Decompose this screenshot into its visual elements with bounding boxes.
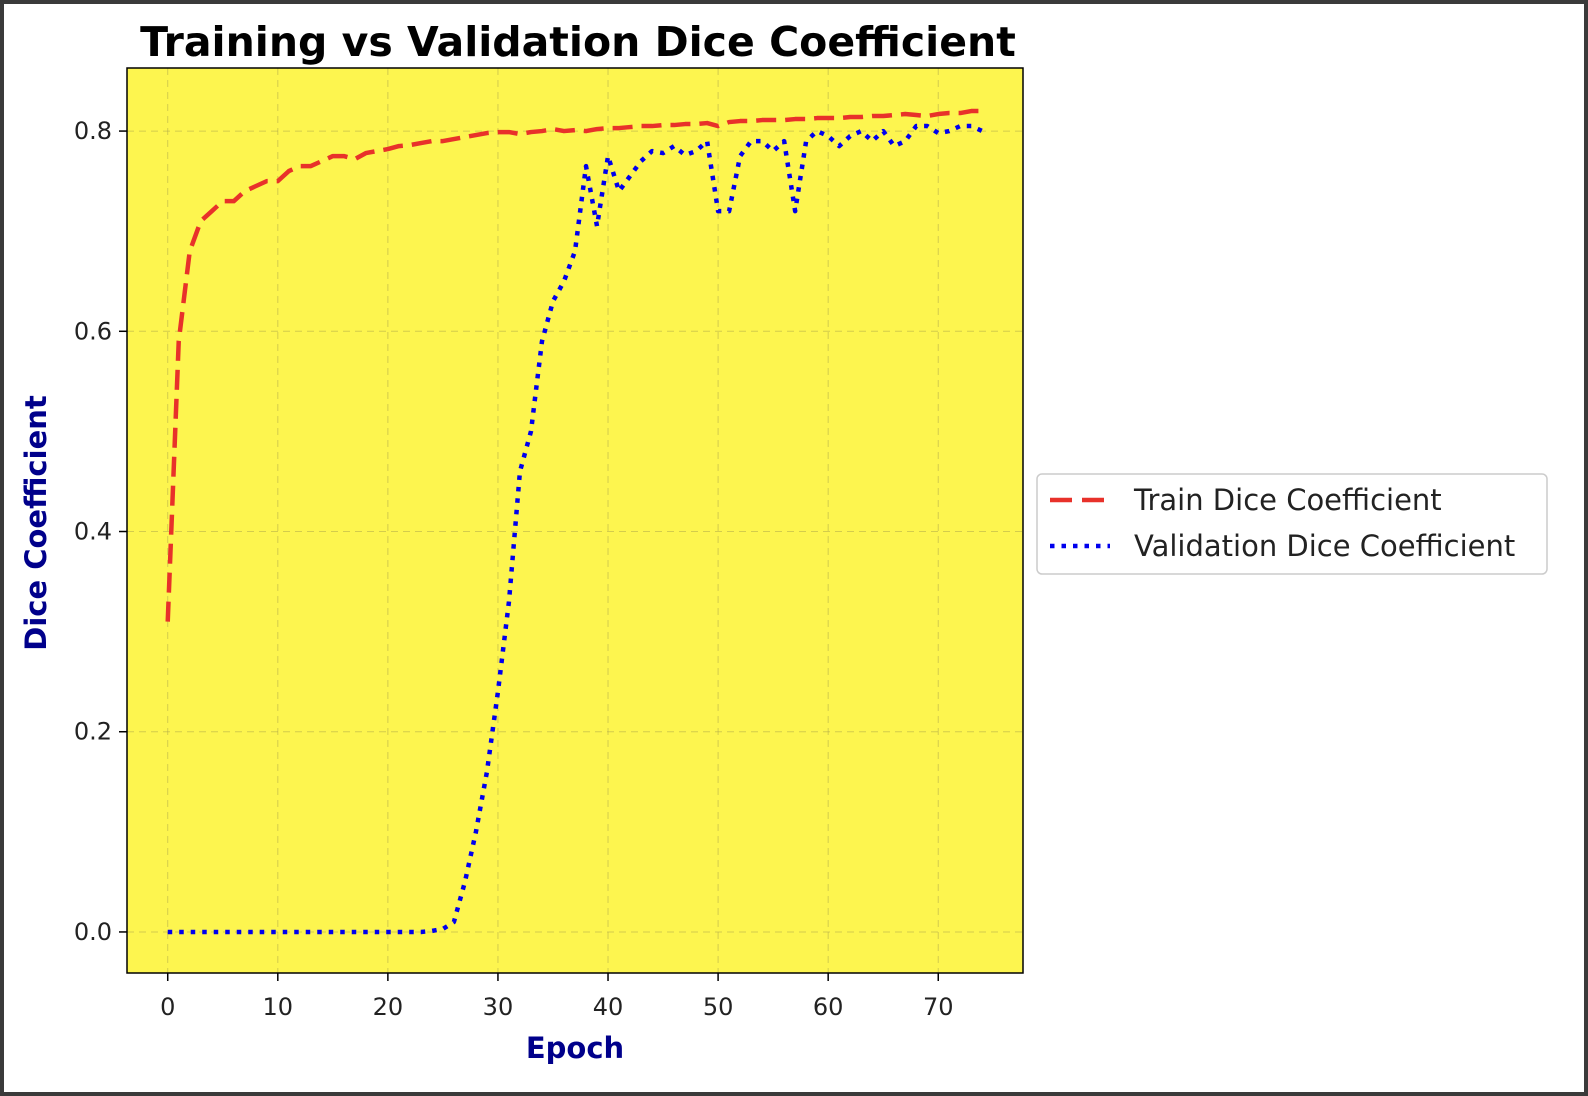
y-axis-label: Dice Coefficient [19, 395, 53, 651]
x-tick-label: 40 [593, 993, 624, 1021]
x-tick-label: 50 [703, 993, 734, 1021]
plot-frame [126, 67, 1024, 974]
x-tick-label: 0 [160, 993, 175, 1021]
x-tick-label: 30 [483, 993, 514, 1021]
legend: Train Dice Coefficient Validation Dice C… [1036, 473, 1548, 575]
chart-canvas: 0 10 20 30 40 50 60 70 0.0 0.2 0.4 0.6 0.8 Training … [19, 18, 1548, 1065]
legend-label-validation: Validation Dice Coefficient [1134, 529, 1515, 563]
x-tick-label: 10 [263, 993, 294, 1021]
series-layer [165, 108, 984, 935]
y-tick-label: 0.6 [74, 317, 112, 345]
legend-box [1036, 473, 1548, 575]
x-tick-label: 70 [923, 993, 954, 1021]
y-tick-label: 0.8 [74, 117, 112, 145]
legend-label-train: Train Dice Coefficient [1133, 483, 1442, 517]
x-tick-label: 60 [813, 993, 844, 1021]
grid-lines [127, 68, 1023, 973]
plot-area [127, 68, 1023, 973]
x-axis-label: Epoch [526, 1031, 624, 1065]
train-dice-line [165, 108, 983, 622]
y-tick-label: 0.2 [74, 718, 112, 746]
x-tick-label: 20 [373, 993, 404, 1021]
chart-figure: 0 10 20 30 40 50 60 70 0.0 0.2 0.4 0.6 0.8 Training … [4, 4, 1584, 1092]
axis-ticks: 0 10 20 30 40 50 60 70 0.0 0.2 0.4 0.6 0.8 [74, 117, 954, 1021]
chart-title: Training vs Validation Dice Coefficient [140, 18, 1016, 66]
y-tick-label: 0.0 [74, 918, 112, 946]
y-tick-label: 0.4 [74, 518, 112, 546]
